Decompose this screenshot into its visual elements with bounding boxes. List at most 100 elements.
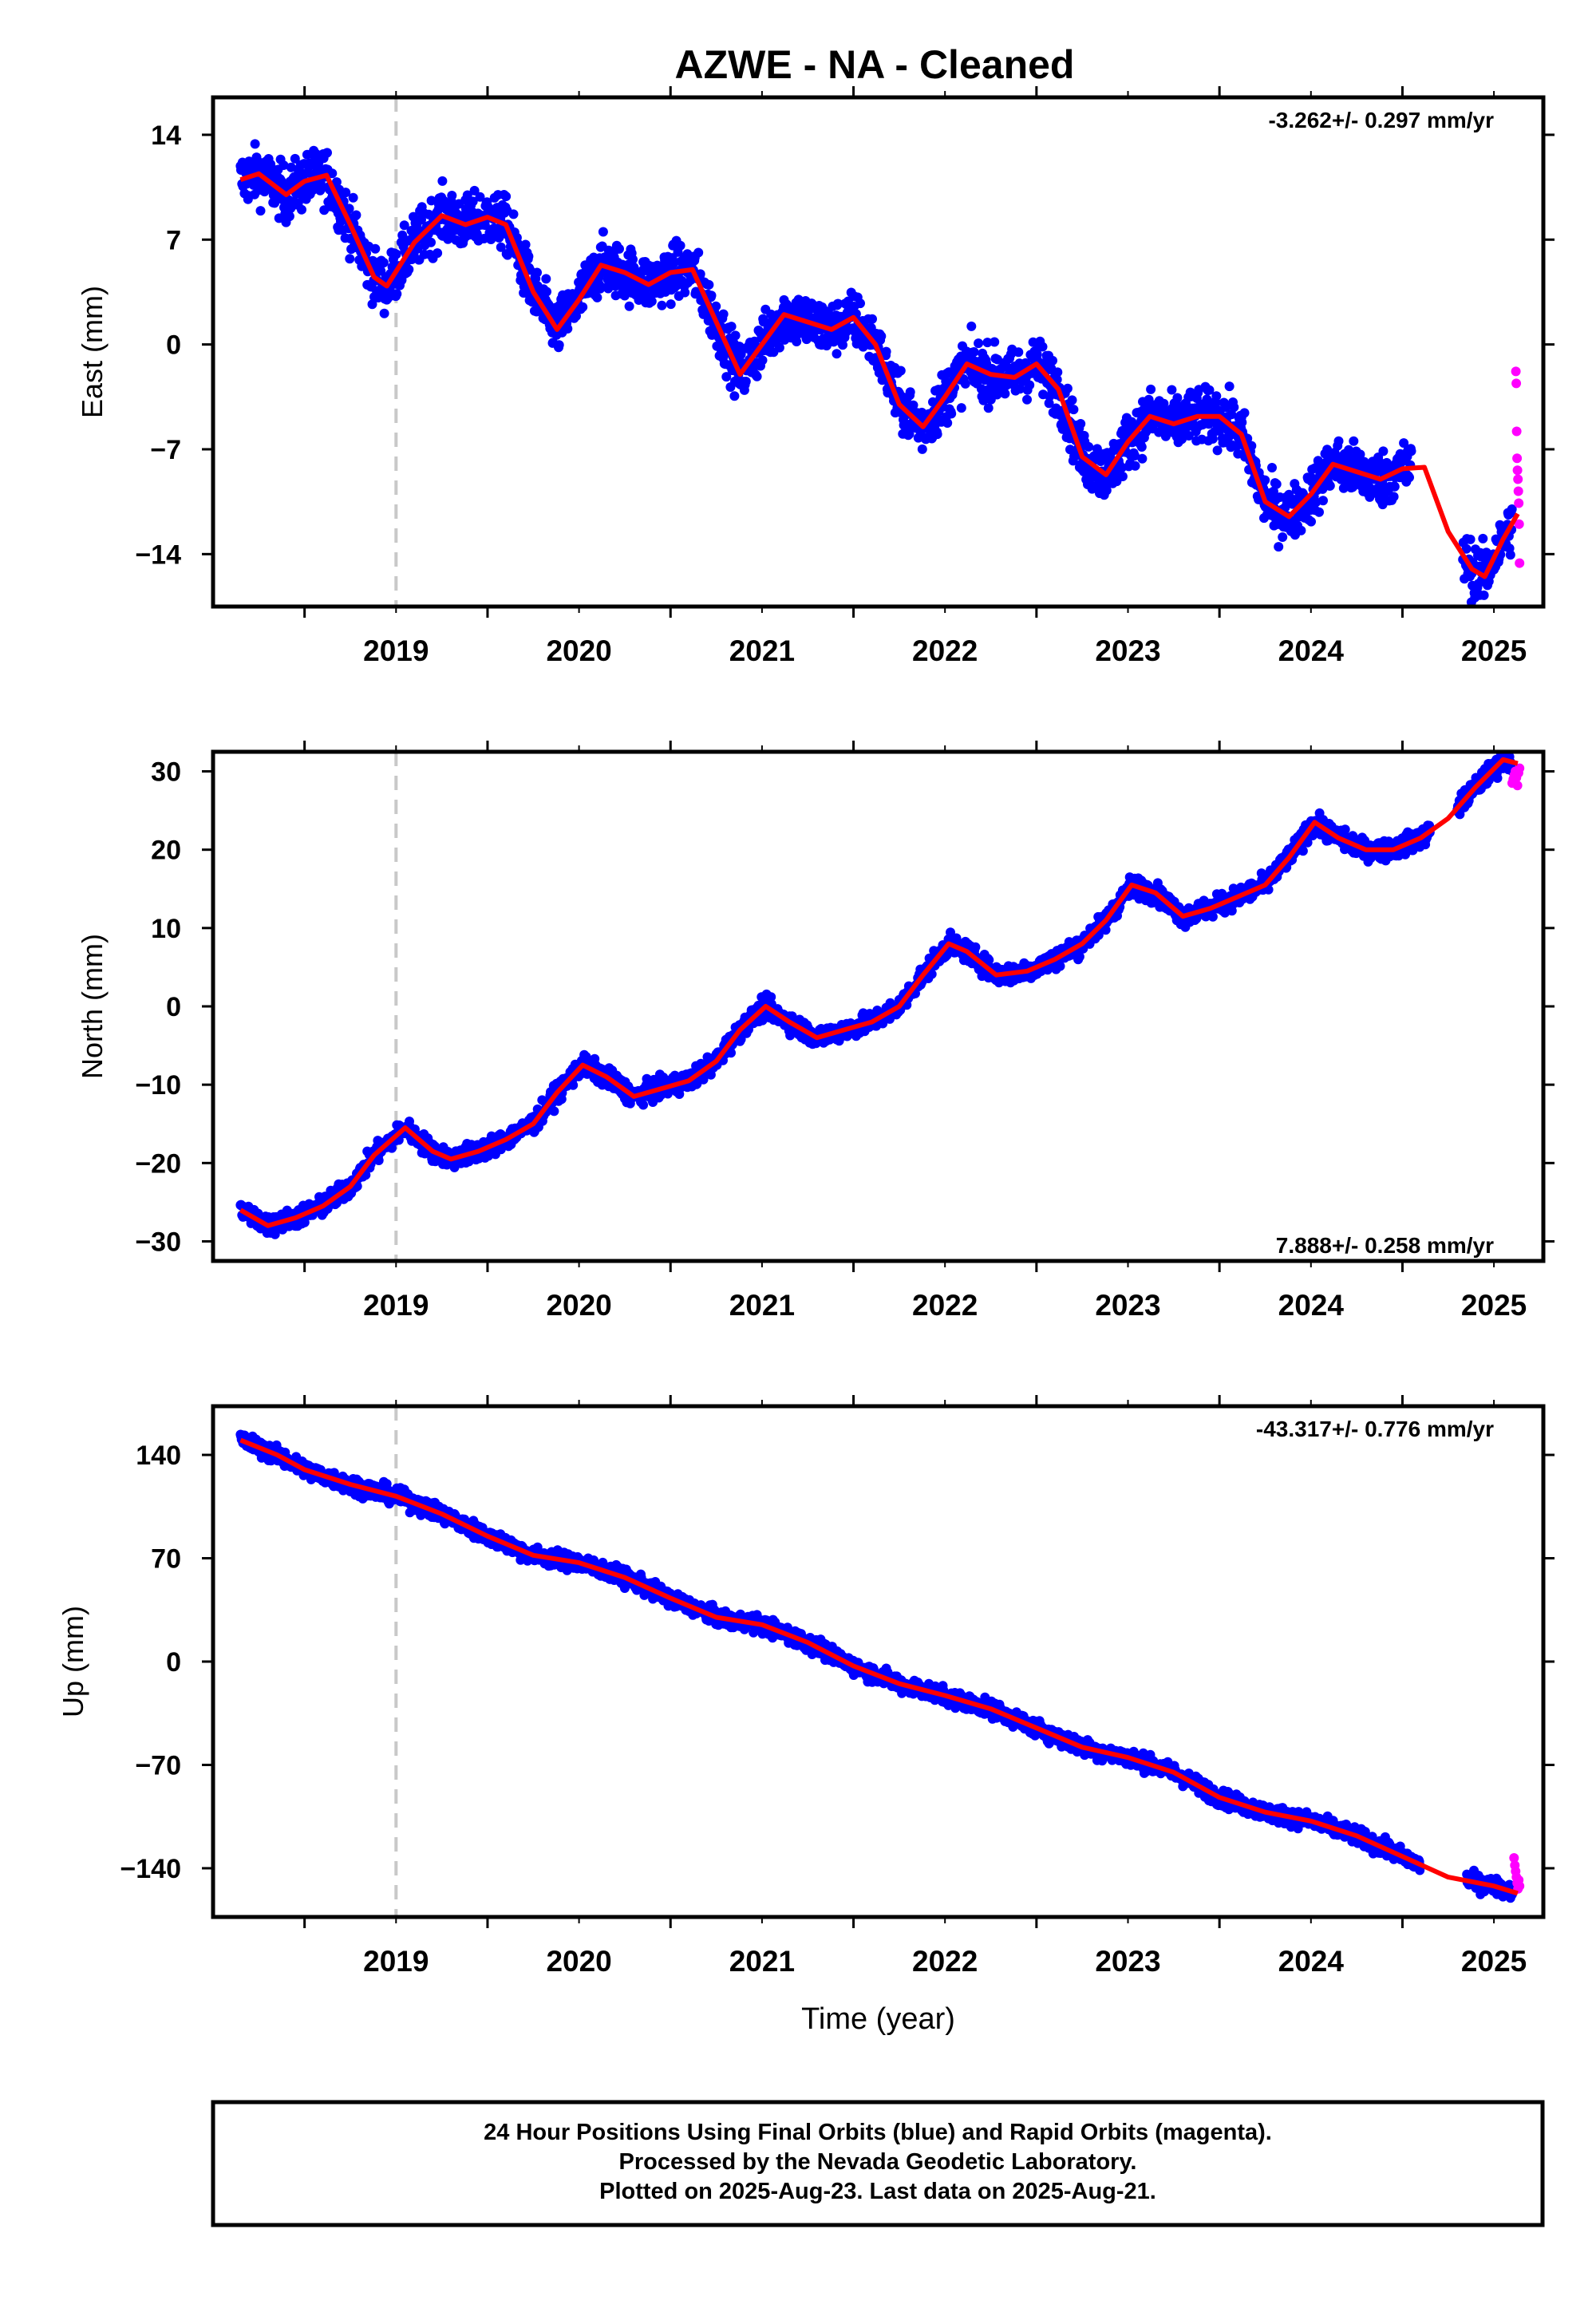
plot-area [235,97,1525,607]
final-orbit-point [908,400,918,410]
final-orbit-point [351,210,361,220]
final-orbit-point [942,418,953,428]
final-orbit-point [1333,436,1344,446]
x-tick-label: 2023 [1095,634,1160,667]
final-orbit-point [542,287,551,297]
final-orbit-point [279,160,289,170]
final-orbit-point [1183,431,1194,441]
final-orbit-point [255,206,266,216]
final-orbit-point [970,942,981,952]
final-orbit-point [348,192,358,203]
final-orbit-point [297,204,306,215]
rapid-orbit-point [1511,378,1522,389]
final-orbit-point [1160,431,1171,441]
x-tick-label: 2022 [912,634,978,667]
final-orbit-point [726,322,737,332]
y-tick-label: −14 [135,539,181,570]
final-orbit-point [675,240,685,251]
final-orbit-point [960,378,970,389]
final-orbit-point [1221,402,1231,413]
final-orbit-point [984,954,994,965]
final-orbit-point [1349,436,1359,446]
final-orbit-point [373,1156,384,1165]
final-orbit-point [741,377,751,386]
final-orbit-point [523,251,534,262]
final-orbit-point [327,168,338,179]
final-orbit-point [956,403,966,413]
final-orbit-point [392,289,402,299]
final-orbit-point [990,337,1000,347]
final-orbit-point [646,296,657,306]
final-orbit-point [838,340,847,350]
final-orbit-point [1478,533,1488,543]
x-tick-label: 2021 [729,634,795,667]
final-orbit-point [642,1073,652,1084]
final-orbit-point [592,292,602,302]
final-orbit-point [1306,516,1316,527]
final-orbit-point [1146,384,1156,394]
final-orbit-point [532,267,542,278]
final-orbit-point [628,255,638,264]
rapid-orbit-point [1513,486,1523,496]
final-orbit-points [235,752,1517,1239]
final-orbit-point [706,290,717,301]
final-orbit-points [235,139,1517,607]
final-orbit-point [437,176,448,186]
final-orbit-point [404,264,414,275]
final-orbit-point [1404,472,1414,483]
final-orbit-point [1307,831,1317,840]
final-orbit-point [345,254,355,264]
rapid-orbit-point [1511,426,1522,437]
final-orbit-point [541,274,551,284]
final-orbit-point [624,301,634,311]
rapid-orbit-point [1514,519,1524,529]
final-orbit-point [1406,446,1416,456]
final-orbit-point [638,1100,649,1110]
final-orbit-point [598,227,608,237]
figure-title: AZWE - NA - Cleaned [675,42,1075,87]
velocity-annotation: -3.262+/- 0.297 mm/yr [1268,108,1494,132]
final-orbit-point [1344,445,1354,455]
rapid-orbit-point [1512,465,1523,476]
final-orbit-point [1229,402,1239,413]
final-orbit-point [1044,398,1054,409]
final-orbit-point [250,139,260,149]
final-orbit-point [726,1048,736,1058]
final-orbit-point [917,444,927,454]
rapid-orbit-point [1515,558,1525,568]
final-orbit-point [1212,445,1223,456]
final-orbit-point [1355,449,1365,460]
final-orbit-point [578,302,588,312]
final-orbit-point [974,338,984,349]
x-tick-label: 2025 [1461,634,1527,667]
final-orbit-point [1389,492,1399,502]
final-orbit-point [468,196,478,207]
final-orbit-point [549,1106,559,1117]
final-orbit-point [475,192,485,202]
final-orbit-point [1278,532,1288,542]
final-orbit-point [881,346,891,357]
final-orbit-point [932,429,942,440]
final-orbit-point [1239,408,1250,418]
final-orbit-point [1053,367,1063,377]
final-orbit-point [447,191,457,200]
final-orbit-point [1084,441,1094,452]
final-orbit-point [1263,884,1274,895]
final-orbit-point [983,403,994,413]
final-orbit-point [1271,479,1282,489]
final-orbit-point [926,969,937,979]
final-orbit-point [1389,481,1400,492]
final-orbit-point [1013,347,1024,358]
final-orbit-point [666,299,676,310]
final-orbit-point [757,355,768,366]
final-orbit-point [1207,911,1218,922]
x-tick-label: 2019 [363,634,429,667]
x-tick-label: 2020 [546,634,611,667]
final-orbit-point [1302,837,1313,848]
final-orbit-point [344,204,354,214]
final-orbit-point [730,330,741,341]
final-orbit-point [752,371,762,381]
